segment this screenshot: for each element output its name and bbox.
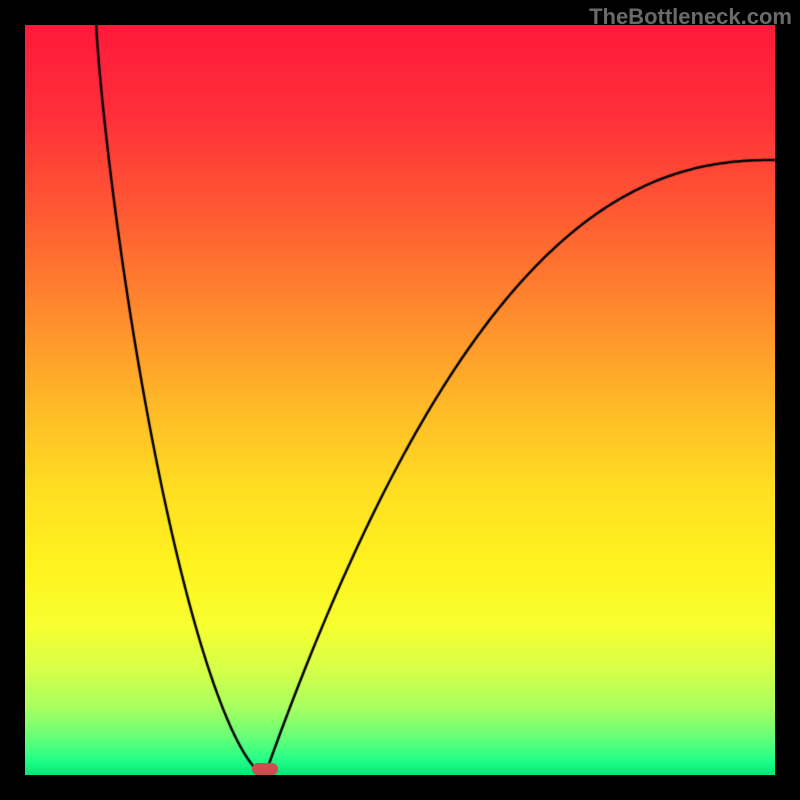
- bottleneck-curve: [25, 25, 775, 775]
- plot-area: [25, 25, 775, 775]
- watermark-text: TheBottleneck.com: [589, 4, 792, 30]
- optimal-point-marker: [252, 763, 278, 775]
